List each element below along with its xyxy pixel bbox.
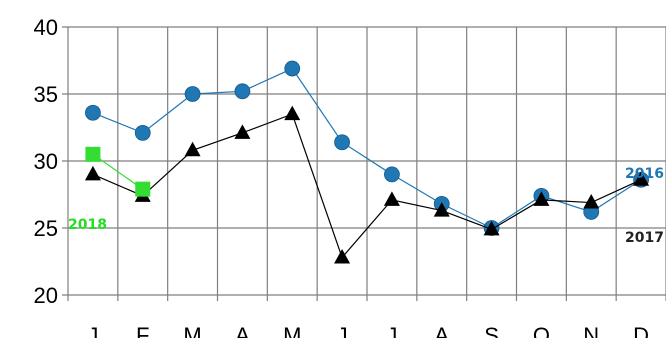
data-point-2016 [85,104,101,121]
series-label-2016: 2016 [625,166,664,182]
y-tick-label: 25 [34,216,58,241]
data-point-2017 [633,171,650,186]
data-point-2017 [234,124,251,139]
x-tick-label: A [235,323,250,338]
series-line-2016 [92,67,642,229]
y-tick-label: 40 [34,15,58,40]
series-2018 [85,146,151,197]
x-tick-label: O [533,323,550,338]
x-tick-label: J [87,323,98,338]
y-tick-label: 35 [34,82,58,107]
x-tick-label: D [633,323,649,338]
x-tick-label: M [283,323,301,338]
x-tick-label: F [136,323,149,338]
series-line-2017 [92,113,642,259]
series-label-2017: 2017 [625,230,664,246]
x-tick-label: A [434,323,449,338]
data-point-2017 [533,191,550,206]
data-point-2016 [384,166,400,183]
data-point-2017 [84,165,101,181]
x-tick-label: J [386,323,397,338]
x-tick-label: N [583,323,599,338]
data-point-2017 [334,248,351,264]
data-point-2017 [184,141,201,157]
data-point-2017 [383,191,400,206]
data-point-2016 [134,124,151,141]
data-point-2017 [284,105,301,121]
data-point-2016 [184,86,201,102]
x-tick-label: J [337,323,348,338]
data-point-2016 [284,60,301,77]
x-tick-label: S [484,323,499,338]
grid [62,26,666,301]
series-line-2018 [92,153,144,190]
data-point-2017 [583,194,600,209]
data-point-2017 [433,202,450,217]
data-point-2017 [483,220,500,236]
data-point-2018 [85,146,101,162]
series-group [84,60,650,264]
y-tick-label: 30 [34,149,58,174]
series-2016 [85,60,649,236]
series-labels: 2016 2017 2018 [68,166,664,246]
series-label-2018: 2018 [68,217,107,233]
data-point-2018 [135,181,151,197]
data-point-2016 [334,134,350,151]
x-tick-label: M [183,323,201,338]
data-point-2016 [234,83,251,100]
y-tick-label: 20 [34,283,58,308]
y-axis-ticks: 20 25 30 35 40 [34,15,58,308]
